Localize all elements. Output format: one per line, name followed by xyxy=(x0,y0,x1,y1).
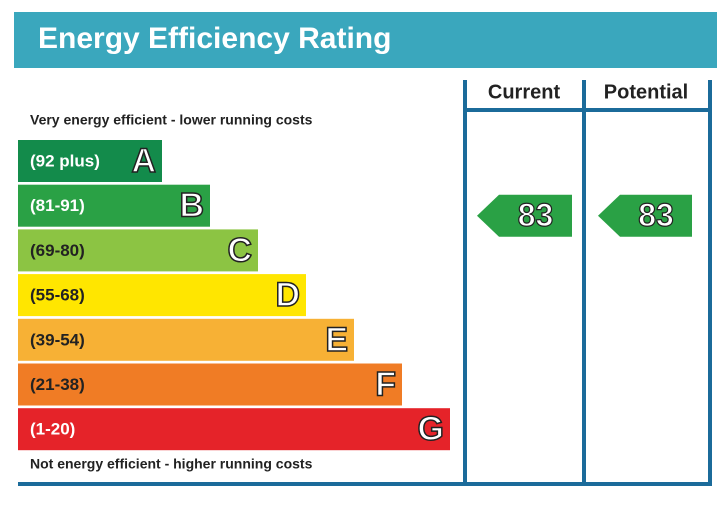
top-note: Very energy efficient - lower running co… xyxy=(30,112,313,128)
band-letter: F xyxy=(375,365,396,403)
rating-arrow xyxy=(598,194,692,237)
band-bar xyxy=(18,229,258,272)
band-range: (92 plus) xyxy=(30,151,100,170)
title-bar xyxy=(14,12,717,68)
band-bar xyxy=(18,274,306,317)
title: Energy Efficiency Rating xyxy=(38,22,391,55)
column-header: Potential xyxy=(604,81,688,103)
band-range: (69-80) xyxy=(30,241,85,260)
band-letter: B xyxy=(179,187,204,225)
column-header: Current xyxy=(488,81,561,103)
band-bar xyxy=(18,408,450,451)
bottom-note: Not energy efficient - higher running co… xyxy=(30,456,313,472)
band-bar xyxy=(18,363,402,406)
band-bar xyxy=(18,318,354,361)
rating-value: 83 xyxy=(638,197,674,233)
band-bar xyxy=(18,140,162,182)
band-letter: C xyxy=(227,231,252,269)
band-range: (39-54) xyxy=(30,330,85,349)
band-range: (81-91) xyxy=(30,196,85,215)
rating-value: 83 xyxy=(518,197,554,233)
band-range: (21-38) xyxy=(30,375,85,394)
band-letter: G xyxy=(418,410,444,448)
rating-arrow xyxy=(477,194,572,237)
band-range: (1-20) xyxy=(30,420,75,439)
band-letter: D xyxy=(275,276,300,314)
band-range: (55-68) xyxy=(30,286,85,305)
band-letter: E xyxy=(325,321,348,359)
band-bar xyxy=(18,184,210,227)
band-letter: A xyxy=(131,142,156,180)
frame xyxy=(18,80,712,486)
